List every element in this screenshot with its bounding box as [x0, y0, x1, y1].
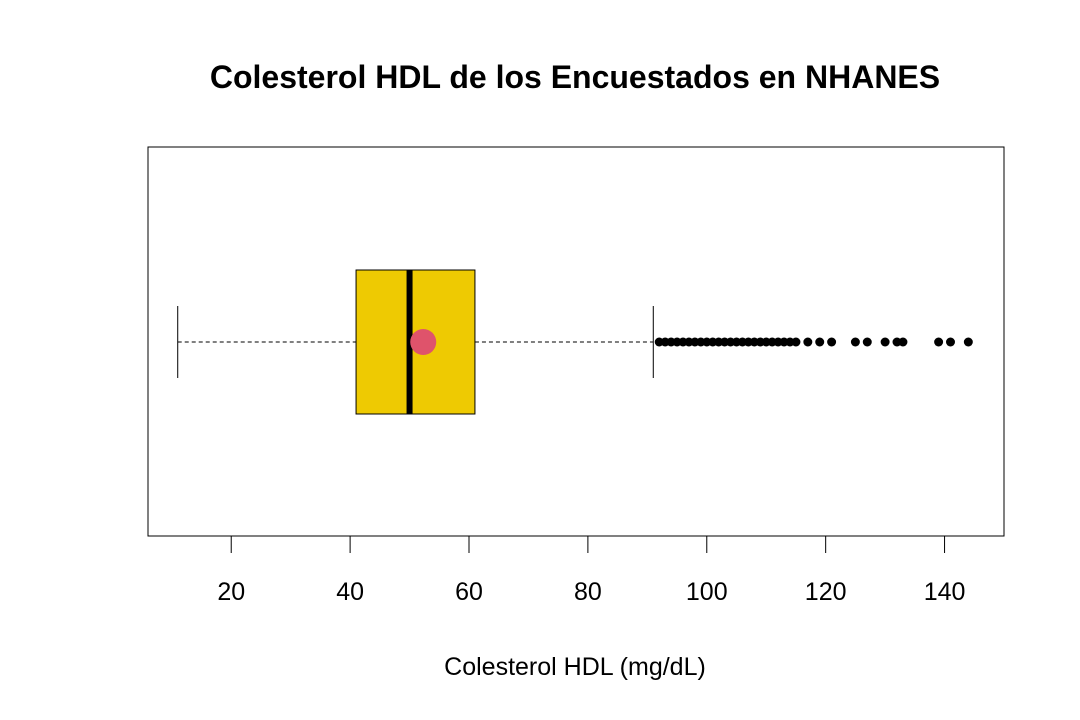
x-tick-label: 80 — [574, 578, 602, 606]
outlier-point — [946, 337, 955, 347]
outlier-point — [880, 337, 890, 347]
outlier-point — [827, 337, 837, 347]
x-axis: 20 40 60 80 100 120 140 — [217, 535, 966, 606]
outlier-point — [862, 337, 872, 347]
x-tick-label: 120 — [805, 578, 847, 606]
outlier-point — [898, 337, 908, 347]
outlier-point — [815, 337, 825, 347]
x-tick-label: 100 — [686, 578, 728, 606]
chart-marks — [177, 269, 973, 415]
x-axis-title: Colesterol HDL (mg/dL) — [444, 653, 706, 681]
outlier-point — [963, 337, 973, 347]
chart-title: Colesterol HDL de los Encuestados en NHA… — [210, 59, 940, 95]
mean-point — [410, 329, 437, 355]
outlier-point — [850, 337, 860, 347]
outlier-point — [791, 337, 801, 347]
outlier-point — [934, 337, 944, 347]
x-tick-label: 40 — [336, 578, 364, 606]
x-tick-label: 140 — [924, 578, 966, 606]
x-tick-label: 60 — [455, 578, 483, 606]
x-tick-label: 20 — [217, 578, 245, 606]
outlier-point — [803, 337, 813, 347]
